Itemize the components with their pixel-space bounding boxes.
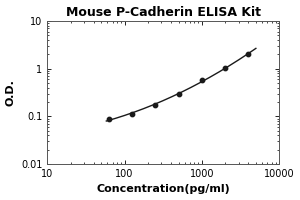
Title: Mouse P-Cadherin ELISA Kit: Mouse P-Cadherin ELISA Kit <box>66 6 261 19</box>
X-axis label: Concentration(pg/ml): Concentration(pg/ml) <box>96 184 230 194</box>
Y-axis label: O.D.: O.D. <box>6 79 16 106</box>
Point <box>200 78 204 82</box>
Point <box>130 113 134 116</box>
Point <box>223 66 227 69</box>
Point <box>246 53 251 56</box>
Point <box>106 117 111 121</box>
Point <box>176 92 181 95</box>
Point <box>153 103 158 106</box>
